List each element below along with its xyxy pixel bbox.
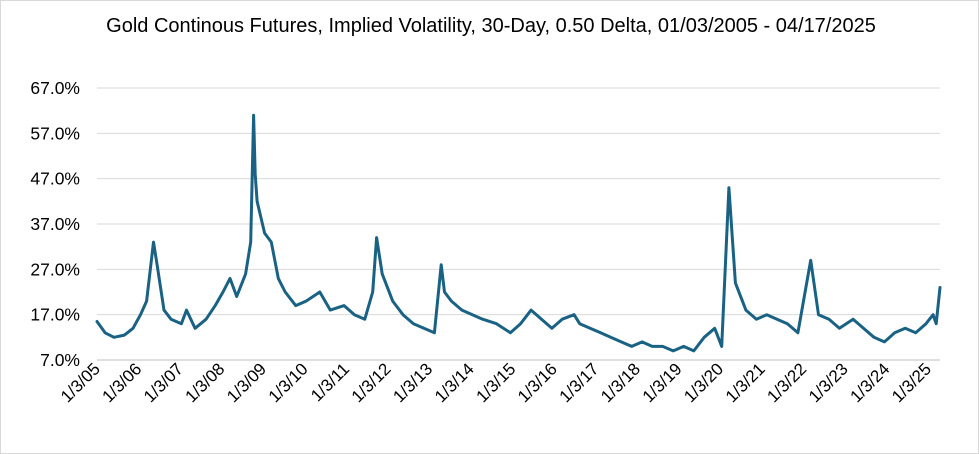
x-tick-label: 1/3/20 [680,359,727,406]
y-tick-label: 37.0% [30,214,80,234]
y-tick-label: 57.0% [30,123,80,143]
x-tick-label: 1/3/06 [99,359,146,406]
x-tick-label: 1/3/08 [182,359,229,406]
x-tick-label: 1/3/21 [722,359,769,406]
x-tick-label: 1/3/25 [888,359,935,406]
x-tick-label: 1/3/16 [514,359,561,406]
chart-title: Gold Continous Futures, Implied Volatili… [106,15,876,37]
x-tick-label: 1/3/12 [348,359,395,406]
y-tick-label: 27.0% [30,259,80,279]
x-tick-label: 1/3/22 [763,359,810,406]
x-tick-label: 1/3/18 [597,359,644,406]
x-tick-label: 1/3/15 [472,359,519,406]
series-line [95,113,942,353]
x-tick-label: 1/3/07 [140,359,187,406]
x-tick-label: 1/3/10 [265,359,312,406]
x-tick-label: 1/3/17 [556,359,603,406]
x-tick-label: 1/3/13 [389,359,436,406]
x-tick-label: 1/3/19 [639,359,686,406]
x-tick-label: 1/3/24 [846,359,893,406]
x-tick-label: 1/3/11 [307,359,353,405]
y-tick-label: 17.0% [30,305,80,325]
y-tick-label: 47.0% [30,169,80,189]
x-tick-label: 1/3/09 [223,359,270,406]
y-tick-label: 7.0% [40,350,80,370]
x-tick-label: 1/3/23 [805,359,852,406]
y-tick-label: 67.0% [30,78,80,98]
x-tick-label: 1/3/14 [431,359,478,406]
